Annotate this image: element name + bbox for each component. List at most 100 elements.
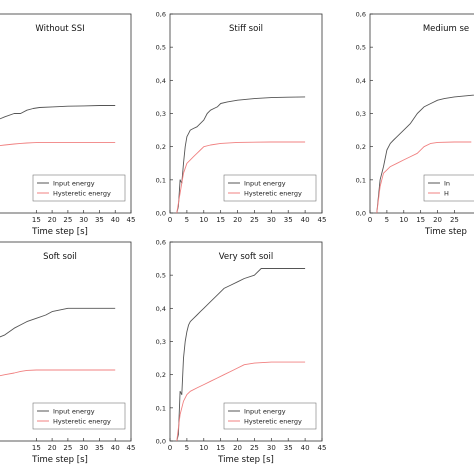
plot-frame (0, 241, 132, 442)
legend: Input energy Hysteretic energy (223, 402, 317, 430)
x-tick-label: 15 (216, 444, 225, 452)
x-tick-label: 25 (63, 444, 72, 452)
y-tick-label: 0,4 (156, 305, 166, 313)
x-tick-label: 40 (111, 444, 120, 452)
x-tick-label: 15 (32, 444, 41, 452)
chart-title: Very soft soil (219, 252, 273, 262)
legend: Input energy Hysteretic energy (32, 402, 126, 430)
x-tick-label: 30 (79, 216, 88, 224)
y-tick-label: 0,0 (156, 210, 166, 218)
x-tick-label: 35 (284, 216, 293, 224)
legend: In H (423, 174, 474, 202)
chart-panel-1: 15 20 25 30 35 40 45 Without SSI Time step [s] In… (0, 13, 136, 237)
legend-label: In (444, 180, 450, 188)
legend: Input energy Hysteretic energy (32, 174, 126, 202)
chart-title: Without SSI (35, 24, 84, 34)
legend-label: Hysteretic energy (244, 418, 302, 426)
y-tick-label: 0,5 (156, 44, 166, 52)
x-tick-label: 45 (127, 444, 136, 452)
x-tick-label: 40 (301, 216, 310, 224)
x-tick-label: 20 (233, 216, 242, 224)
legend-label: Input energy (244, 180, 286, 188)
series-line-hysteretic-energy (376, 141, 472, 214)
series-line-hysteretic-energy (0, 141, 116, 146)
x-tick-label: 30 (79, 444, 88, 452)
legend-label: H (444, 190, 449, 198)
y-tick-label: 0,0 (356, 210, 366, 218)
series-line-hysteretic-energy (0, 369, 116, 377)
series-line-input-energy (376, 94, 474, 214)
series-line-input-energy (0, 307, 116, 338)
chart-panel-4: 15 20 25 30 35 40 45 Soft soil Time step [s] Inpu… (0, 241, 136, 465)
x-tick-label: 35 (284, 444, 293, 452)
x-tick-label: 10 (399, 216, 408, 224)
legend-box (223, 174, 317, 202)
y-tick-label: 0,6 (356, 11, 366, 19)
y-tick-label: 0,2 (156, 143, 166, 151)
y-tick-label: 0,3 (156, 110, 166, 118)
x-tick-label: 45 (127, 216, 136, 224)
y-tick-label: 0,4 (356, 77, 366, 85)
x-tick-label: 35 (95, 216, 104, 224)
chart-title: Stiff soil (229, 24, 263, 34)
x-tick-label: 20 (233, 444, 242, 452)
x-tick-label: 5 (185, 444, 189, 452)
legend-box (423, 174, 474, 202)
plot-frame (0, 13, 132, 214)
y-tick-label: 0,3 (156, 338, 166, 346)
legend-label: Hysteretic energy (53, 190, 111, 198)
y-tick-label: 0,1 (356, 176, 366, 184)
x-tick-label: 30 (267, 216, 276, 224)
y-tick-label: 0,1 (156, 176, 166, 184)
legend: Input energy Hysteretic energy (223, 174, 317, 202)
x-tick-label: 25 (63, 216, 72, 224)
legend-box (32, 174, 126, 202)
series-line-hysteretic-energy (176, 361, 306, 442)
x-tick-label: 25 (250, 444, 259, 452)
y-tick-label: 0,6 (156, 11, 166, 19)
x-axis-label: Time step [s] (217, 455, 274, 465)
x-tick-label: 5 (385, 216, 389, 224)
x-axis-label: Time step [s] (31, 227, 88, 237)
series-line-input-energy (176, 96, 306, 214)
y-tick-label: 0,5 (356, 44, 366, 52)
x-axis-label: Time step (424, 227, 467, 237)
y-tick-label: 0,1 (156, 404, 166, 412)
x-tick-label: 40 (111, 216, 120, 224)
chart-panel-2: 0 5 10 15 20 25 30 35 40 45 0,0 0,1 0,2 0,3 0,4 0,5 0,6 S… (156, 11, 327, 225)
x-tick-label: 15 (216, 216, 225, 224)
legend-box (223, 402, 317, 430)
x-axis-label: Time step [s] (31, 455, 88, 465)
series-line-input-energy (176, 268, 306, 442)
legend-box (32, 402, 126, 430)
x-tick-label: 25 (450, 216, 459, 224)
x-tick-label: 0 (168, 444, 172, 452)
chart-title: Soft soil (43, 252, 77, 262)
chart-title: Medium se (423, 24, 469, 34)
y-tick-label: 0,6 (156, 239, 166, 247)
legend-label: Input energy (53, 408, 95, 416)
x-tick-label: 20 (48, 444, 57, 452)
x-tick-label: 30 (267, 444, 276, 452)
y-tick-label: 0,2 (356, 143, 366, 151)
chart-panel-5: 0 5 10 15 20 25 30 35 40 45 0,0 0,1 0,2 0,3 0,4 0,5 0,6 V… (156, 239, 327, 466)
x-tick-label: 15 (32, 216, 41, 224)
chart-panel-3: 0 5 10 15 20 25 0,0 0,1 0,2 0,3 0,4 0,5 0,6 Medium se… (356, 11, 474, 237)
legend-label: Input energy (53, 180, 95, 188)
x-tick-label: 15 (416, 216, 425, 224)
x-tick-label: 20 (433, 216, 442, 224)
x-tick-label: 45 (318, 216, 327, 224)
legend-label: Input energy (244, 408, 286, 416)
y-tick-label: 0,3 (356, 110, 366, 118)
x-tick-label: 10 (199, 216, 208, 224)
y-tick-label: 0,5 (156, 272, 166, 280)
x-tick-label: 35 (95, 444, 104, 452)
x-tick-label: 40 (301, 444, 310, 452)
y-tick-label: 0,2 (156, 371, 166, 379)
x-tick-label: 45 (318, 444, 327, 452)
x-tick-label: 0 (368, 216, 372, 224)
series-line-input-energy (0, 105, 116, 120)
x-tick-label: 25 (250, 216, 259, 224)
y-tick-label: 0,0 (156, 438, 166, 446)
